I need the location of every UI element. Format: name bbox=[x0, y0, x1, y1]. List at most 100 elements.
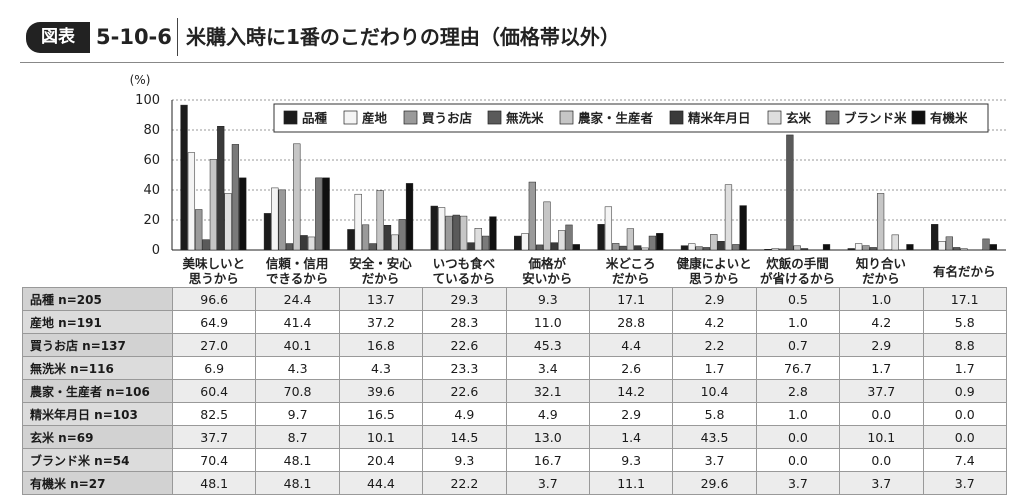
header-rule bbox=[20, 62, 1004, 63]
bar bbox=[361, 224, 370, 251]
x-category-label: だから bbox=[612, 271, 650, 286]
legend-box bbox=[273, 103, 989, 133]
table-cell: 8.8 bbox=[922, 333, 1007, 357]
row-label: 農家・生産者 n=106 bbox=[22, 379, 173, 403]
table-cell: 5.8 bbox=[922, 310, 1007, 334]
bar bbox=[702, 247, 711, 251]
table-cell: 9.3 bbox=[422, 448, 507, 472]
figure-badge: 図表 bbox=[26, 22, 90, 53]
bar bbox=[597, 224, 605, 251]
bar bbox=[278, 189, 286, 251]
legend-swatch bbox=[911, 110, 926, 125]
table-cell: 9.3 bbox=[505, 287, 590, 311]
legend-swatch bbox=[487, 110, 502, 125]
table-cell: 1.0 bbox=[755, 402, 841, 426]
table-cell: 2.6 bbox=[588, 356, 674, 380]
table-cell: 48.1 bbox=[171, 471, 257, 495]
bar bbox=[938, 241, 946, 251]
table-cell: 0.0 bbox=[839, 402, 924, 426]
table-cell: 37.2 bbox=[338, 310, 424, 334]
bar bbox=[459, 215, 468, 251]
bar bbox=[300, 235, 308, 251]
table-cell: 22.2 bbox=[422, 471, 507, 495]
table-cell: 8.7 bbox=[255, 425, 340, 449]
bar bbox=[528, 181, 536, 251]
table-cell: 37.7 bbox=[839, 379, 924, 403]
table-cell: 0.0 bbox=[755, 425, 841, 449]
table-cell: 39.6 bbox=[338, 379, 424, 403]
table-cell: 45.3 bbox=[505, 333, 590, 357]
bar bbox=[634, 245, 642, 251]
y-tick-label: 60 bbox=[143, 153, 160, 168]
bar bbox=[739, 205, 747, 251]
table-cell: 28.3 bbox=[422, 310, 507, 334]
legend-label: 玄米 bbox=[786, 111, 812, 126]
table-cell: 0.0 bbox=[922, 402, 1007, 426]
table-cell: 7.4 bbox=[922, 448, 1007, 472]
legend-label: 買うお店 bbox=[422, 111, 473, 126]
row-label: 品種 n=205 bbox=[22, 287, 173, 311]
x-category-label: いつも食べ bbox=[433, 256, 496, 271]
bar bbox=[960, 248, 968, 251]
bar bbox=[800, 248, 809, 251]
table-cell: 20.4 bbox=[338, 448, 424, 472]
row-label: ブランド米 n=54 bbox=[22, 448, 173, 472]
bar bbox=[989, 244, 997, 251]
table-row: 無洗米 n=116 6.9 4.3 4.3 23.3 3.4 2.6 1.7 76.7 1.7 1.… bbox=[22, 356, 1007, 380]
bar bbox=[572, 244, 580, 251]
y-tick-label: 80 bbox=[143, 123, 160, 138]
legend-label: 農家・生産者 bbox=[578, 111, 654, 126]
x-category-label: できるから bbox=[266, 271, 328, 286]
bar bbox=[489, 216, 497, 251]
legend-label: ブランド米 bbox=[844, 111, 907, 126]
table-cell: 2.8 bbox=[755, 379, 841, 403]
table-cell: 17.1 bbox=[588, 287, 674, 311]
bar bbox=[263, 213, 272, 251]
table-cell: 48.1 bbox=[255, 448, 340, 472]
bar bbox=[982, 238, 990, 251]
table-cell: 4.9 bbox=[505, 402, 590, 426]
table-cell: 32.1 bbox=[505, 379, 590, 403]
table-cell: 10.1 bbox=[338, 425, 424, 449]
bar bbox=[187, 152, 196, 251]
bar bbox=[626, 228, 635, 251]
bar bbox=[648, 235, 657, 251]
y-axis-unit: (%) bbox=[130, 73, 151, 87]
x-category-label: だから bbox=[862, 271, 900, 286]
figure-header: 図表 5-10-6 米購入時に1番のこだわりの理由（価格帯以外） bbox=[0, 0, 1014, 63]
bar bbox=[521, 233, 529, 251]
x-category-label: 炊飯の手間 bbox=[766, 256, 829, 271]
bar bbox=[354, 193, 362, 251]
legend-swatch bbox=[559, 110, 574, 125]
table-cell: 4.4 bbox=[588, 333, 674, 357]
bar bbox=[906, 244, 914, 251]
x-category-label: 安全・安心 bbox=[349, 256, 412, 271]
table-cell: 0.0 bbox=[755, 448, 841, 472]
data-table: 品種 n=205 96.6 24.4 13.7 29.3 9.3 17.1 2.9 0.5 1.0… bbox=[22, 287, 1007, 495]
table-cell: 2.9 bbox=[588, 402, 674, 426]
table-cell: 11.0 bbox=[505, 310, 590, 334]
bar bbox=[604, 206, 613, 251]
table-cell: 2.9 bbox=[839, 333, 924, 357]
bar bbox=[322, 177, 330, 251]
table-cell: 5.8 bbox=[672, 402, 757, 426]
x-category-label: 安いから bbox=[522, 271, 572, 286]
bar bbox=[931, 224, 939, 251]
x-category-label: 思うから bbox=[189, 271, 239, 286]
table-cell: 11.1 bbox=[588, 471, 674, 495]
bar bbox=[876, 193, 885, 251]
table-cell: 9.7 bbox=[255, 402, 340, 426]
bar bbox=[822, 244, 831, 251]
legend-label: 有機米 bbox=[930, 111, 968, 126]
bar bbox=[437, 207, 446, 251]
bar bbox=[869, 247, 877, 251]
table-cell: 37.7 bbox=[171, 425, 257, 449]
table-cell: 29.3 bbox=[422, 287, 507, 311]
bar bbox=[474, 228, 482, 251]
table-cell: 24.4 bbox=[255, 287, 340, 311]
table-cell: 2.9 bbox=[672, 287, 757, 311]
table-cell: 1.4 bbox=[588, 425, 674, 449]
x-category-label: ているから bbox=[433, 271, 496, 286]
table-cell: 0.0 bbox=[839, 448, 924, 472]
table-cell: 0.5 bbox=[755, 287, 841, 311]
